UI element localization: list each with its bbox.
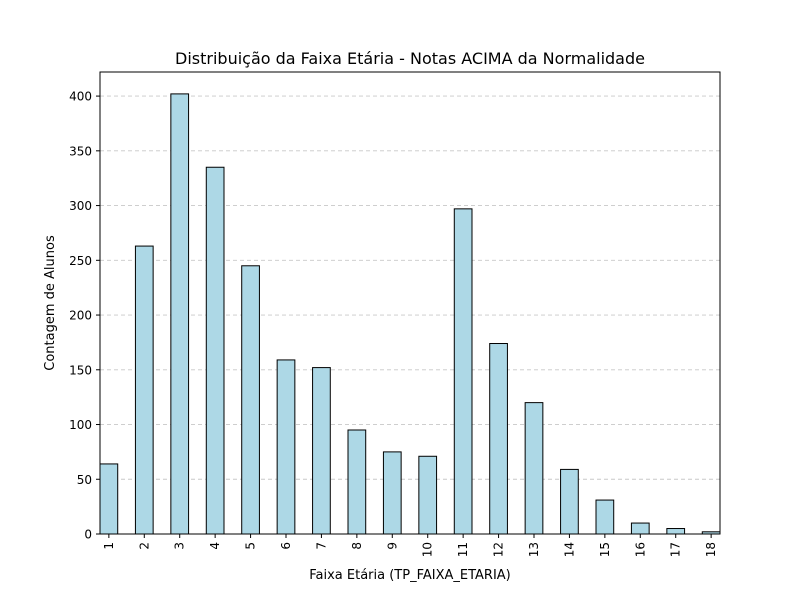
y-tick-label: 200 <box>69 309 92 323</box>
y-tick-label: 250 <box>69 254 92 268</box>
y-axis: 0 50 100 150 200 250 300 350 400 <box>69 90 100 542</box>
bar-14 <box>560 468 579 535</box>
bar-2 <box>134 245 154 535</box>
x-tick-label: 1 <box>102 542 116 550</box>
x-tick-label: 5 <box>244 542 258 550</box>
x-tick-label: 16 <box>633 542 647 557</box>
x-tick-label: 4 <box>208 542 222 550</box>
x-tick-label: 11 <box>456 542 470 557</box>
x-tick-label: 15 <box>598 542 612 557</box>
y-tick-label: 350 <box>69 144 92 158</box>
bar-16 <box>630 522 650 535</box>
y-tick-label: 300 <box>69 199 92 213</box>
y-tick-label: 150 <box>69 363 92 377</box>
bar-17 <box>666 528 686 535</box>
x-tick-label: 3 <box>173 542 187 550</box>
x-tick-label: 7 <box>314 542 328 550</box>
bar-10 <box>418 455 438 535</box>
x-tick-label: 9 <box>385 542 399 550</box>
x-tick-label: 8 <box>350 542 364 550</box>
x-tick-label: 6 <box>279 542 293 550</box>
bar-11 <box>453 208 473 535</box>
grid-layer <box>100 95 720 480</box>
y-axis-label: Contagem de Alunos <box>43 235 58 371</box>
x-tick-label: 10 <box>421 542 435 557</box>
x-tick-label: 17 <box>669 542 683 557</box>
bar-1 <box>99 463 119 535</box>
bar-7 <box>312 367 331 535</box>
bars-layer <box>99 93 721 535</box>
bar-12 <box>489 343 508 535</box>
y-tick-label: 100 <box>69 418 92 432</box>
x-tick-label: 2 <box>137 542 151 550</box>
x-tick-label: 18 <box>704 542 718 557</box>
chart-title: Distribuição da Faixa Etária - Notas ACI… <box>175 49 645 68</box>
bar-5 <box>241 265 260 535</box>
x-axis-label: Faixa Etária (TP_FAIXA_ETARIA) <box>309 568 511 583</box>
x-tick-label: 14 <box>562 542 576 557</box>
bar-3 <box>170 93 190 535</box>
bar-4 <box>205 166 225 535</box>
x-axis: 1 2 3 4 5 6 7 8 9 10 11 12 13 14 15 16 17 18 <box>102 534 718 557</box>
bar-9 <box>382 451 402 535</box>
y-tick-label: 400 <box>69 90 92 104</box>
x-tick-label: 12 <box>492 542 506 557</box>
bar-15 <box>595 499 615 535</box>
bar-6 <box>276 359 296 535</box>
bar-8 <box>347 429 367 535</box>
y-tick-label: 0 <box>84 528 92 542</box>
bar-13 <box>524 402 544 535</box>
x-tick-label: 13 <box>527 542 541 557</box>
y-tick-label: 50 <box>77 473 92 487</box>
plot-frame <box>99 71 721 535</box>
